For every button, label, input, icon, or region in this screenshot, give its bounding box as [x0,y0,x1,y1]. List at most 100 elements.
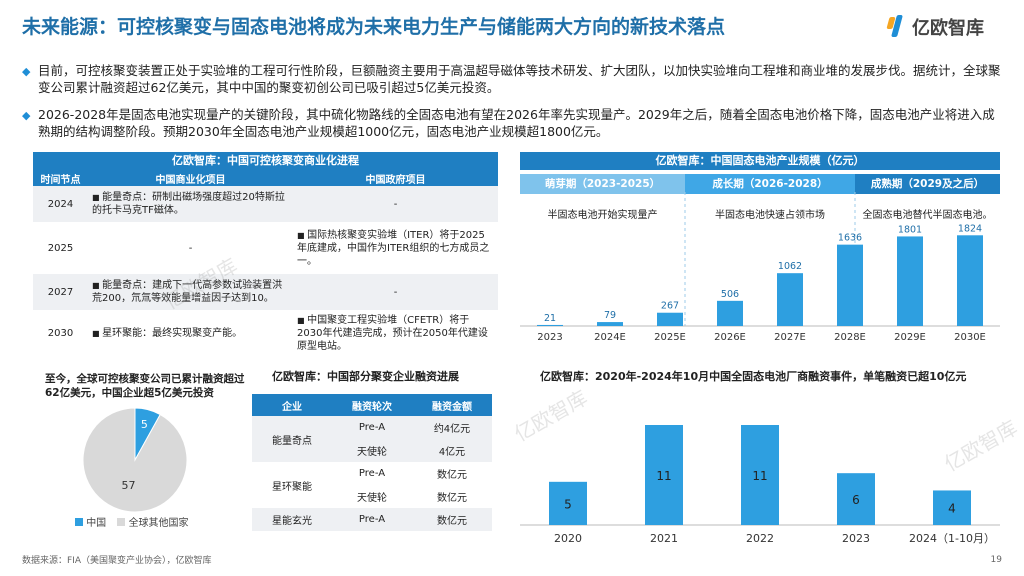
bar [837,244,863,326]
phase-note: 全固态电池替代半固态电池。 [862,210,993,221]
amount-cell: 4亿元 [438,447,466,458]
bullet-text: 2026-2028年是固态电池实现量产的关键阶段，其中硫化物路线的全固态电池有望… [38,107,995,139]
page-title: 未来能源：可控核聚变与固态电池将成为未来电力生产与储能两大方向的新技术落点 [22,16,726,38]
phase-bar: 萌芽期（2023-2025） 成长期（2026-2028） 成熟期（2029及之… [520,174,1000,194]
tick-label: 2024（1-10月） [909,532,995,545]
bar [957,235,983,326]
table-row: 星环聚能 Pre-A 数亿元 [252,462,492,493]
tick-label: 2022 [746,532,774,545]
data-label: 1824 [958,223,982,234]
battery-chart-title: 亿欧智库：中国固态电池产业规模（亿元） [520,152,1000,170]
data-label: 6 [852,493,860,507]
year-cell: 2030 [47,327,74,339]
bar [897,236,923,326]
round-cell: 天使轮 [357,493,387,504]
bar [537,324,563,326]
tick-label: 2023 [842,532,870,545]
phase-note: 半固态电池快速占领市场 [715,210,825,221]
brand-logo: 亿欧智库 [886,14,984,40]
financing-title: 亿欧智库：中国部分聚变企业融资进展 [272,370,459,383]
source-note: 数据来源：FIA（美国聚变产业协会），亿欧智库 [22,556,212,566]
bar [549,481,587,525]
slice-label: 57 [121,479,135,492]
funding-pie-chart: 5 57 [82,407,188,513]
phase-growth: 成长期（2026-2028） [685,174,855,194]
tick-label: 2023 [537,332,562,343]
events-title: 亿欧智库：2020年-2024年10月中国全固态电池厂商融资事件，单笔融资已超1… [540,370,967,383]
table-row: 2030 ■ 星环聚能：最终实现聚变产能。 ■ 中国聚变工程实验堆（CFETR）… [33,310,498,356]
tick-label: 2029E [894,332,926,343]
bar [741,425,779,525]
col-header: 融资金额 [412,394,492,416]
data-label: 79 [604,310,616,321]
data-label: 506 [721,289,739,300]
tick-label: 2026E [714,332,746,343]
commercial-cell: - [188,242,193,254]
battery-bar-chart: 21 2023 79 2024E 267 2025E 506 2026E 1062 2027E 16… [520,192,1000,343]
timeline-table: 时间节点 中国商业化项目 中国政府项目 2024 ■ 能量奇点：研制出磁场强度超… [33,170,498,356]
slice-label: 5 [141,418,148,431]
col-header: 融资轮次 [332,394,412,416]
legend-label: 全球其他国家 [128,518,189,529]
table-row: 2027 ■ 能量奇点：建成下一代高参数试验装置洪荒200，氘氚等效能量增益因子… [33,274,498,310]
round-cell: 天使轮 [357,447,387,458]
timeline-panel: 亿欧智库：中国可控核聚变商业化进程 时间节点 中国商业化项目 中国政府项目 20… [33,152,498,356]
table-row: 2025 - ■ 国际热核聚变实验堆（ITER）将于2025年底建成，中国作为I… [33,222,498,274]
commercial-cell: ■ 能量奇点：研制出磁场强度超过20特斯拉的托卡马克TF磁体。 [92,192,285,216]
pie-slice [82,407,188,513]
year-cell: 2024 [47,198,74,210]
page-number: 19 [990,555,1002,565]
year-cell: 2025 [47,242,74,254]
pie-caption: 至今，全球可控核聚变公司已累计融资超过62亿美元，中国企业超5亿美元投资 [45,373,245,399]
bar [933,490,971,525]
gov-cell: - [393,198,398,210]
data-label: 11 [656,469,671,483]
bullet-1: ◆ 目前，可控核聚变装置正处于实验堆的工程可行性阶段，巨额融资主要用于高温超导磁… [22,62,1007,96]
tick-label: 2028E [834,332,866,343]
amount-cell: 数亿元 [437,493,467,504]
bullet-text: 目前，可控核聚变装置正处于实验堆的工程可行性阶段，巨额融资主要用于高温超导磁体等… [38,63,1001,95]
financing-table: 企业 融资轮次 融资金额 能量奇点 Pre-A 约4亿元 天使轮 4亿元 星环聚… [252,394,492,531]
bar [777,273,803,326]
bar [717,300,743,326]
events-bar-chart: 5 2020 11 2021 11 2022 6 2023 4 2024（1-10月） [520,425,1000,545]
round-cell: Pre-A [358,468,386,479]
brand-name: 亿欧智库 [912,18,984,39]
amount-cell: 数亿元 [437,470,467,481]
bar [657,312,683,326]
tick-label: 2021 [650,532,678,545]
bullet-2: ◆ 2026-2028年是固态电池实现量产的关键阶段，其中硫化物路线的全固态电池… [22,106,1007,140]
pie-legend: 中国 全球其他国家 [75,514,189,529]
col-header: 时间节点 [33,170,88,186]
gov-cell: - [393,286,398,298]
legend-swatch [75,518,83,526]
phase-note: 半固态电池开始实现量产 [547,210,658,221]
company-cell: 星能玄光 [272,516,312,527]
table-row: 星能玄光 Pre-A 数亿元 [252,508,492,531]
diamond-bullet-icon: ◆ [22,65,31,78]
amount-cell: 约4亿元 [433,424,471,435]
company-cell: 星环聚能 [272,481,312,493]
gov-cell: ■ 国际热核聚变实验堆（ITER）将于2025年底建成，中国作为ITER组织的七… [297,229,490,267]
year-cell: 2027 [47,286,74,298]
table-row: 能量奇点 Pre-A 约4亿元 [252,416,492,447]
tick-label: 2025E [654,332,686,343]
col-header: 企业 [252,394,332,416]
data-label: 1062 [778,261,802,272]
tick-label: 2030E [954,332,986,343]
gov-cell: ■ 中国聚变工程实验堆（CFETR）将于2030年代建造完成，预计在2050年代… [297,314,488,352]
phase-mature: 成熟期（2029及之后） [855,174,1000,194]
tick-label: 2027E [774,332,806,343]
col-header: 中国政府项目 [293,170,498,186]
bar [645,425,683,525]
table-row: 天使轮 数亿元 [252,485,492,508]
data-label: 4 [948,502,956,516]
amount-cell: 数亿元 [437,516,467,527]
phase-seedling: 萌芽期（2023-2025） [520,174,685,194]
timeline-title: 亿欧智库：中国可控核聚变商业化进程 [33,152,498,170]
bar [597,322,623,326]
diamond-bullet-icon: ◆ [22,109,31,122]
bar [837,473,875,525]
commercial-cell: ■ 星环聚能：最终实现聚变产能。 [92,327,243,339]
tick-label: 2020 [554,532,582,545]
